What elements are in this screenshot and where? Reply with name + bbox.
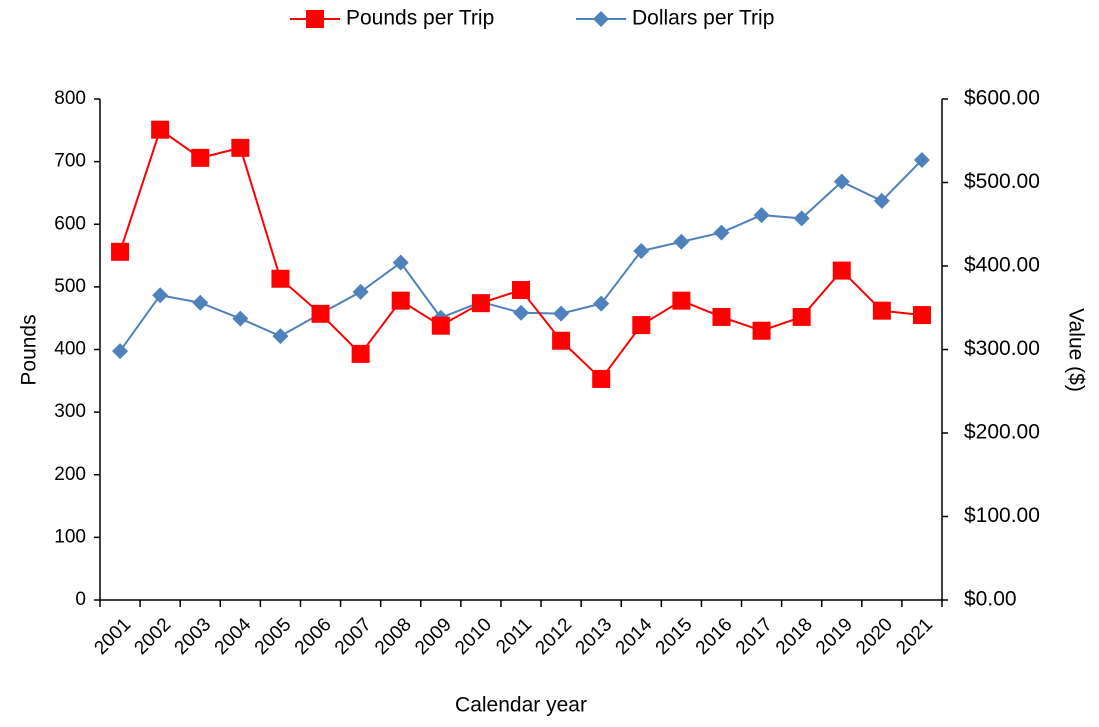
y-tick-label: 0 <box>75 589 86 610</box>
point <box>673 233 690 250</box>
point <box>512 281 530 300</box>
x-tick-label: 2016 <box>692 614 737 659</box>
point <box>593 295 610 312</box>
y2-tick-label: $300.00 <box>964 337 1040 360</box>
point <box>431 316 450 335</box>
point <box>152 287 169 304</box>
x-tick-label: 2015 <box>652 614 697 659</box>
x-axis-label: Calendar year <box>455 694 587 717</box>
x-tick-label: 2007 <box>331 614 376 659</box>
point <box>231 138 250 157</box>
x-tick-label: 2021 <box>892 614 937 659</box>
y2-tick-label: $600.00 <box>964 87 1040 110</box>
point <box>351 344 370 363</box>
y-tick-label: 100 <box>54 526 86 547</box>
x-tick-label: 2013 <box>572 614 617 659</box>
y-tick-label: 200 <box>54 464 86 485</box>
x-tick-label: 2003 <box>171 614 216 659</box>
point <box>391 291 410 310</box>
point <box>553 305 570 322</box>
point <box>192 294 209 311</box>
point <box>873 192 890 209</box>
x-tick-label: 2010 <box>451 614 496 659</box>
x-tick-label: 2002 <box>130 614 175 659</box>
point <box>752 321 771 340</box>
x-tick-label: 2006 <box>291 614 336 659</box>
point <box>392 254 409 271</box>
y-tick-label: 700 <box>54 151 86 172</box>
x-tick-label: 2001 <box>90 614 135 659</box>
point <box>513 304 529 321</box>
point <box>552 331 571 350</box>
point <box>272 328 289 345</box>
point <box>632 316 651 335</box>
y-axis-label: Pounds <box>18 314 41 385</box>
y2-tick-label: $500.00 <box>964 170 1040 193</box>
point <box>672 291 691 310</box>
legend-label: Pounds per Trip <box>346 7 494 30</box>
y-tick-label: 600 <box>54 213 86 234</box>
x-tick-label: 2011 <box>492 614 536 658</box>
y2-tick-label: $100.00 <box>964 504 1040 527</box>
point <box>112 343 129 360</box>
point <box>352 283 369 300</box>
point <box>753 207 770 224</box>
y-tick-label: 300 <box>54 401 86 422</box>
point <box>232 310 249 327</box>
x-tick-label: 2004 <box>211 614 256 659</box>
legend-marker <box>306 10 324 28</box>
y2-tick-label: $400.00 <box>964 254 1040 277</box>
point <box>471 294 490 313</box>
point <box>833 173 850 190</box>
point <box>913 151 930 168</box>
x-tick-label: 2018 <box>772 614 817 659</box>
y-tick-label: 800 <box>54 88 86 109</box>
x-tick-label: 2019 <box>812 614 857 659</box>
y-tick-label: 400 <box>54 339 86 360</box>
x-tick-label: 2005 <box>251 614 296 659</box>
y2-tick-label: $200.00 <box>964 421 1040 444</box>
point <box>713 224 730 241</box>
point <box>872 301 891 320</box>
x-tick-label: 2017 <box>732 614 777 659</box>
y-tick-label: 500 <box>54 276 86 297</box>
legend-marker <box>593 11 609 27</box>
point <box>633 242 650 259</box>
point <box>311 304 330 323</box>
y2-tick-label: $0.00 <box>964 588 1017 611</box>
x-tick-label: 2008 <box>371 614 416 659</box>
legend-label: Dollars per Trip <box>632 7 774 30</box>
series-line <box>119 128 923 381</box>
x-tick-label: 2020 <box>852 614 897 659</box>
x-tick-label: 2012 <box>531 614 576 659</box>
point <box>793 210 810 227</box>
point <box>912 306 931 325</box>
point <box>271 269 290 288</box>
point <box>111 242 130 261</box>
y2-axis-label: Value ($) <box>1064 308 1087 392</box>
point <box>191 148 210 167</box>
point <box>592 369 611 388</box>
x-tick-label: 2014 <box>612 614 657 659</box>
point <box>712 307 731 326</box>
point <box>832 261 851 280</box>
point <box>151 120 170 139</box>
x-tick-label: 2009 <box>411 614 456 659</box>
point <box>792 307 811 326</box>
